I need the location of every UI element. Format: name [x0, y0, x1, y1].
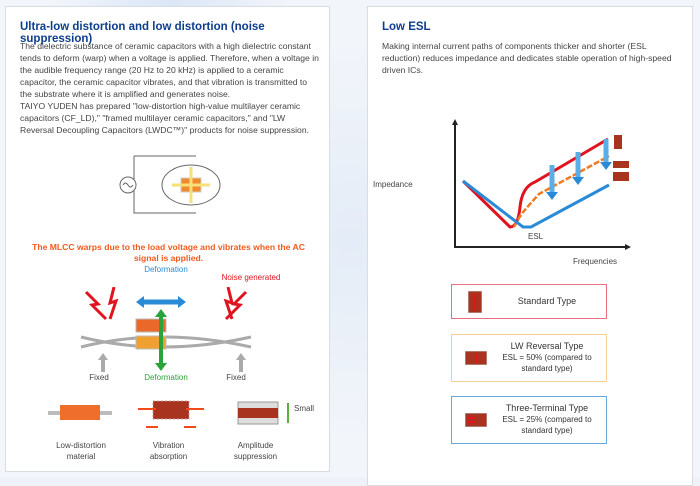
type-note: ESL = 50% (compared to standard type)	[502, 353, 592, 373]
vibration-absorption-icon	[138, 400, 204, 428]
small-label: Small	[294, 404, 315, 413]
card-title: Low ESL	[382, 21, 431, 33]
type-name: Three-Terminal Type	[505, 403, 589, 413]
noise-suppression-card: Ultra-low distortion and low distortion …	[5, 6, 330, 472]
solution-label: Amplitude suppression	[233, 441, 278, 461]
low-distortion-icon	[48, 405, 112, 420]
type-name: Standard Type	[517, 296, 577, 306]
type-name: LW Reversal Type	[510, 341, 584, 351]
fixed-label: Fixed	[226, 373, 246, 382]
solution-label: Low-distortion material	[56, 441, 106, 461]
warp-diagram	[80, 287, 252, 372]
card-title: Ultra-low distortion and low distortion …	[20, 21, 265, 45]
lw-reversal-type-icon	[465, 351, 487, 365]
paragraph: TAIYO YUDEN has prepared "low-distortion…	[20, 101, 309, 135]
fixed-label: Fixed	[89, 373, 109, 382]
standard-type-box: Standard Type	[451, 284, 607, 319]
amplitude-suppression-icon	[237, 401, 289, 425]
three-terminal-type-icon	[465, 413, 487, 427]
paragraph: The dielectric substance of ceramic capa…	[20, 41, 319, 99]
standard-type-icon	[468, 291, 482, 313]
x-axis-label: Frequencies	[573, 257, 618, 266]
type-note: ESL = 25% (compared to standard type)	[502, 415, 592, 435]
impedance-diagram	[452, 119, 631, 250]
deformation-label: Deformation	[144, 373, 188, 382]
card-description: The dielectric substance of ceramic capa…	[20, 40, 320, 136]
low-esl-card: Low ESL Making internal current paths of…	[367, 6, 693, 486]
solution-label: Vibration absorption	[149, 441, 188, 461]
y-axis-label: Impedance	[373, 180, 413, 189]
esl-label: ESL	[528, 232, 544, 241]
ac-circuit-diagram	[119, 155, 221, 214]
mlcc-caption: The MLCC warps due to the load voltage a…	[32, 242, 305, 263]
noise-label: Noise generated	[221, 273, 281, 282]
lw-reversal-type-box: LW Reversal Type ESL = 50% (compared to s…	[451, 334, 607, 382]
three-terminal-type-box: Three-Terminal Type ESL = 25% (compared t…	[451, 396, 607, 444]
deformation-label: Deformation	[144, 265, 188, 274]
card-description: Making internal current paths of compone…	[382, 41, 672, 75]
